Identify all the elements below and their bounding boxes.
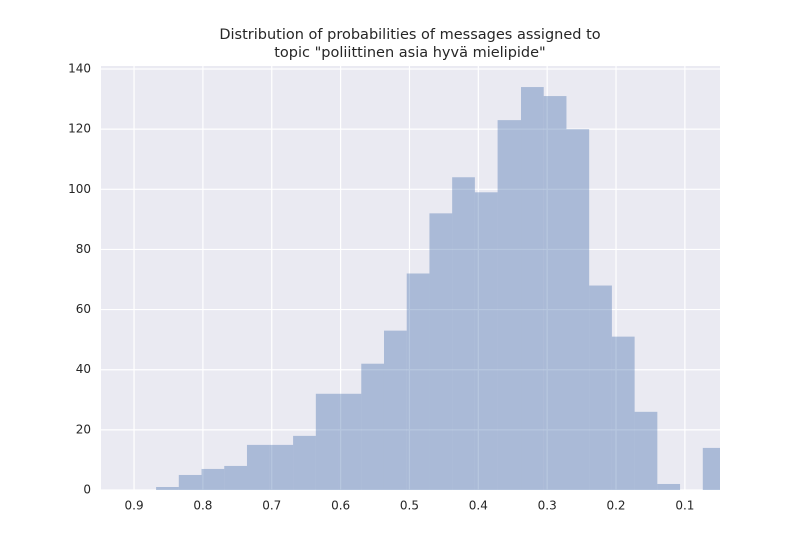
bar	[634, 411, 658, 490]
x-tick-label: 0.9	[125, 499, 144, 513]
bar	[293, 435, 316, 490]
x-tick-label: 0.2	[606, 499, 625, 513]
bars	[156, 87, 720, 490]
bar	[246, 444, 270, 490]
y-tick-label: 120	[68, 122, 91, 136]
bar	[474, 192, 498, 490]
y-tick-label: 0	[83, 483, 91, 497]
x-tick-label: 0.3	[538, 499, 557, 513]
y-tick-label: 60	[76, 302, 91, 316]
y-tick-label: 140	[68, 62, 91, 76]
bar	[589, 285, 612, 490]
bar	[315, 393, 339, 490]
bar	[543, 96, 567, 490]
bar	[224, 465, 247, 490]
x-tick-label: 0.6	[331, 499, 350, 513]
x-tick-label: 0.4	[469, 499, 488, 513]
bar	[178, 474, 202, 490]
bar	[383, 330, 407, 490]
x-tick-label: 0.7	[262, 499, 281, 513]
y-tick-label: 40	[76, 362, 91, 376]
bar	[657, 483, 681, 490]
y-tick-label: 100	[68, 182, 91, 196]
bar	[201, 468, 225, 490]
bar	[497, 120, 522, 490]
chart-title: Distribution of probabilities of message…	[219, 27, 600, 43]
bar	[361, 363, 384, 490]
chart-title: topic "poliittinen asia hyvä mielipide"	[274, 45, 545, 61]
bar	[406, 273, 430, 490]
bar	[611, 336, 635, 490]
bar	[702, 447, 720, 490]
bar	[429, 213, 453, 490]
plot-area	[101, 66, 720, 490]
y-tick-label: 20	[76, 422, 91, 436]
bar	[269, 444, 294, 490]
x-tick-label: 0.5	[400, 499, 419, 513]
y-tick-label: 80	[76, 242, 91, 256]
x-tick-label: 0.8	[193, 499, 212, 513]
bar	[452, 177, 475, 490]
bar	[521, 87, 544, 490]
bar	[338, 393, 362, 490]
grid	[101, 66, 720, 491]
x-tick-label: 0.1	[675, 499, 694, 513]
bar	[566, 129, 590, 490]
bar	[156, 486, 179, 490]
